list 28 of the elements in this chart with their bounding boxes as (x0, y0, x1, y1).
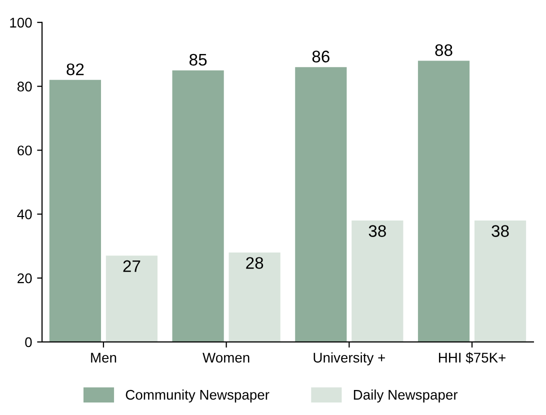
legend-label: Community Newspaper (126, 390, 270, 402)
data-label: 28 (246, 257, 264, 269)
x-tick-label: University + (314, 352, 385, 366)
y-tick-label: 0 (25, 337, 32, 348)
bar (49, 80, 102, 342)
bar (106, 256, 158, 342)
bar (228, 252, 280, 342)
y-tick-label: 20 (18, 273, 32, 284)
y-tick-label: 60 (18, 146, 32, 156)
data-label: 38 (492, 225, 509, 237)
data-label: 86 (312, 50, 330, 62)
data-label: 88 (435, 44, 452, 56)
y-tick-label: 40 (17, 209, 32, 220)
y-tick-label: 80 (17, 82, 32, 92)
bar (474, 220, 526, 342)
x-tick-label: HHI $75K+ (438, 352, 506, 364)
bar (418, 60, 470, 342)
bar (172, 70, 224, 342)
data-label: 27 (123, 260, 140, 272)
data-label: 38 (368, 225, 386, 237)
y-tick-label: 100 (10, 18, 32, 28)
legend-label: Daily Newspaper (354, 390, 458, 402)
data-label: 82 (66, 63, 84, 76)
data-label: 85 (190, 54, 207, 66)
x-tick-label: Men (91, 352, 116, 363)
bar (352, 220, 404, 342)
x-tick-label: Women (202, 352, 250, 363)
bar (295, 67, 347, 342)
